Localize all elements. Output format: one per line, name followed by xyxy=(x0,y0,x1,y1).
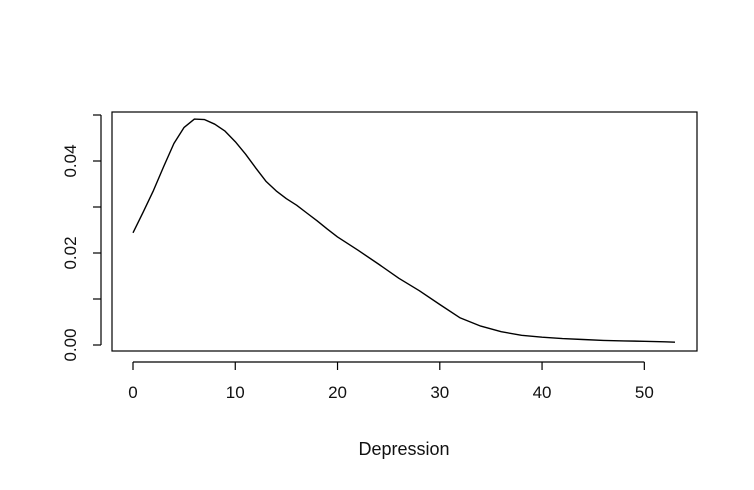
x-tick-label: 30 xyxy=(430,383,449,402)
x-tick-label: 40 xyxy=(533,383,552,402)
x-tick-label: 50 xyxy=(635,383,654,402)
plot-frame xyxy=(111,111,698,352)
y-axis: 0.00 0.02 0.04 xyxy=(61,114,102,362)
y-tick-label: 0.00 xyxy=(61,328,80,361)
x-axis-title: Depression xyxy=(358,439,449,459)
y-tick-label: 0.04 xyxy=(61,144,80,177)
x-tick-label: 20 xyxy=(328,383,347,402)
y-tick-label: 0.02 xyxy=(61,236,80,269)
density-curve xyxy=(132,118,676,343)
x-tick-label: 0 xyxy=(128,383,137,402)
x-axis: 0 10 20 30 40 50 xyxy=(128,361,654,402)
x-tick-label: 10 xyxy=(226,383,245,402)
series-layer xyxy=(132,118,676,343)
